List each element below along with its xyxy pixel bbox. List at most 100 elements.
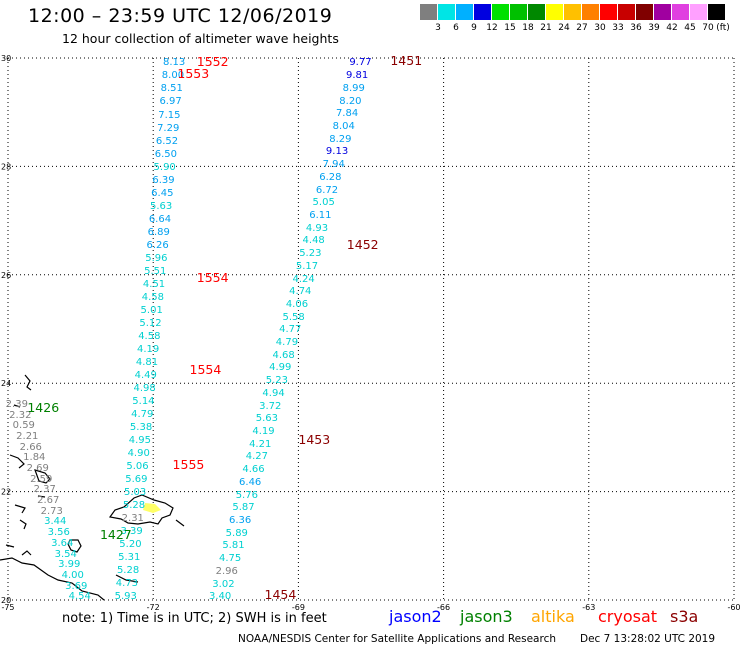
swh-value: 5.69 (125, 474, 148, 486)
scale-label: 30 (594, 23, 606, 33)
swh-value: 5.81 (222, 540, 245, 552)
footer-note: note: 1) Time is in UTC; 2) SWH is in fe… (62, 611, 327, 626)
map-subtitle: 12 hour collection of altimeter wave hei… (62, 31, 339, 46)
scale-label: 24 (558, 23, 570, 33)
swh-value: 4.90 (127, 448, 150, 460)
swh-value: 8.99 (342, 82, 365, 94)
scale-label: 15 (504, 23, 516, 33)
swh-value: 7.15 (158, 109, 181, 121)
swh-value: 4.19 (252, 426, 275, 438)
scale-label: 36 (630, 23, 642, 33)
turks-caicos-outline (108, 494, 174, 525)
swh-value: 7.84 (335, 108, 359, 120)
lon-label: -63 (582, 603, 595, 612)
swh-value: 8.29 (329, 133, 352, 145)
scale-swatch (654, 4, 671, 20)
lat-label: 24 (1, 379, 11, 388)
swh-value: 4.99 (269, 362, 292, 374)
swh-value: 2.73 (40, 505, 63, 517)
swh-value: 2.31 (121, 513, 144, 525)
swh-value: 5.20 (119, 539, 142, 551)
swh-value: 5.01 (140, 304, 163, 316)
swh-value: 3.56 (47, 527, 70, 539)
swh-value: 4.54 (68, 591, 91, 603)
coastline-outlines (0, 374, 185, 601)
pass-time-label: 1554 (189, 361, 222, 377)
swh-value: 4.51 (142, 278, 166, 290)
swh-value: 4.98 (133, 382, 156, 394)
swh-value: 5.31 (118, 552, 141, 564)
scale-label: 6 (453, 23, 459, 33)
swh-value: 3.39 (120, 526, 143, 538)
swh-value: 9.13 (325, 146, 349, 158)
swh-value: 2.69 (26, 463, 49, 475)
lon-label: -69 (292, 603, 305, 612)
swh-value: 2.66 (19, 441, 42, 453)
swh-value: 8.51 (160, 83, 183, 95)
swh-value: 9.81 (345, 70, 369, 82)
swh-value: 2.59 (30, 473, 53, 485)
swh-value: 6.72 (315, 184, 339, 196)
swh-value: 4.49 (134, 369, 157, 381)
timestamp-text: Dec 7 13:28:02 UTC 2019 (580, 633, 716, 645)
swh-value: 4.73 (115, 578, 139, 590)
scale-swatch (474, 4, 491, 20)
swh-value: 5.89 (225, 527, 248, 539)
swh-value: 4.81 (135, 356, 159, 368)
satellite-legend-altika: altika (531, 607, 575, 626)
turks-caicos-highlight (143, 503, 161, 513)
scale-swatch (708, 4, 725, 20)
lon-label: -72 (147, 603, 160, 612)
scale-swatch (636, 4, 653, 20)
swh-value: 5.63 (149, 200, 173, 212)
swh-value: 6.26 (146, 239, 169, 251)
swh-value: 6.64 (148, 213, 172, 225)
satellite-legend-s3a: s3a (670, 607, 699, 626)
pass-time-label: 1451 (390, 52, 423, 68)
swh-value: 5.12 (139, 317, 162, 329)
swh-value: 4.24 (292, 273, 315, 285)
swh-value: 3.44 (44, 516, 67, 528)
lon-label: -75 (1, 603, 14, 612)
swh-value: 6.89 (147, 226, 170, 238)
scale-swatch (600, 4, 617, 20)
scale-swatch (456, 4, 473, 20)
swh-value: 4.48 (302, 235, 325, 247)
swh-value: 5.96 (145, 252, 168, 264)
scale-label: 18 (522, 23, 534, 33)
cuba-coast-outline (0, 539, 105, 601)
swh-value: 4.66 (242, 464, 265, 476)
scale-swatch (672, 4, 689, 20)
swh-value: 5.28 (116, 565, 140, 577)
scale-swatch (438, 4, 455, 20)
map-title: 12:00 – 23:59 UTC 12/06/2019 (28, 5, 333, 27)
swh-value: 6.45 (151, 187, 174, 199)
scale-swatch (618, 4, 635, 20)
swh-value: 4.75 (218, 553, 242, 565)
swh-value: 4.21 (249, 438, 272, 450)
swh-value: 3.69 (65, 580, 88, 592)
swh-value: 9.77 (349, 57, 372, 69)
scale-unit: (ft) (716, 23, 730, 33)
swh-value: 3.02 (212, 578, 235, 590)
swh-value: 2.96 (215, 565, 238, 577)
swh-value: 6.50 (154, 148, 177, 160)
swh-value: 4.58 (138, 330, 161, 342)
swh-value: 5.06 (126, 461, 149, 473)
pass-time-label: 1454 (264, 586, 297, 602)
scale-label: 33 (612, 23, 624, 33)
swh-value: 5.28 (122, 500, 146, 512)
swh-value: 5.58 (282, 311, 305, 323)
swh-value: 6.97 (159, 96, 182, 108)
swh-value: 6.28 (319, 171, 342, 183)
pass-time-label: 1453 (298, 432, 331, 448)
swh-value: 5.87 (232, 502, 255, 514)
scale-label: 42 (666, 23, 678, 33)
scale-swatch (564, 4, 581, 20)
pass-time-label: 1452 (346, 236, 379, 252)
swh-value: 8.13 (162, 57, 186, 69)
swh-value: 3.72 (259, 400, 282, 412)
credit-text: NOAA/NESDIS Center for Satellite Applica… (238, 633, 556, 645)
swh-value: 1.84 (23, 452, 46, 464)
